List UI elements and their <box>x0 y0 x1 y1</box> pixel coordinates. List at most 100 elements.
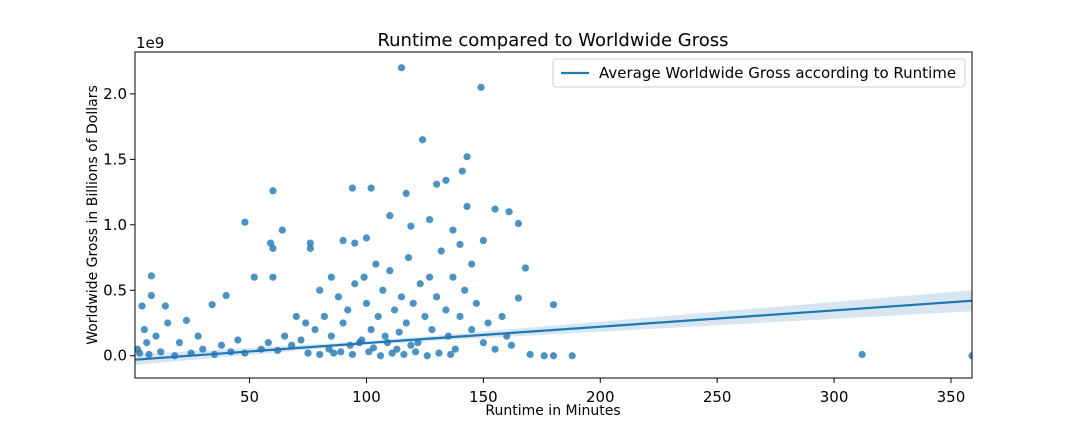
scatter-point <box>161 302 169 310</box>
scatter-point <box>388 349 396 357</box>
scatter-point <box>402 189 410 197</box>
scatter-point <box>425 215 434 224</box>
scatter-point <box>451 345 459 353</box>
scatter-point <box>194 332 202 340</box>
scatter-point <box>433 180 441 188</box>
scatter-point <box>421 312 429 321</box>
scatter-point <box>468 325 476 334</box>
axes-frame <box>134 51 973 379</box>
scatter-point <box>514 294 523 302</box>
scatter-point <box>369 344 378 352</box>
scatter-point <box>461 286 469 294</box>
scatter-point <box>479 236 487 245</box>
scatter-point <box>327 273 335 281</box>
x-tick-label: 200 <box>586 388 615 406</box>
scatter-point <box>484 319 492 327</box>
x-tick-label: 150 <box>469 388 498 406</box>
scatter-point <box>351 280 359 288</box>
scatter-point <box>386 267 394 275</box>
scatter-point <box>348 184 357 192</box>
scatter-point <box>348 350 357 359</box>
scatter-point <box>344 306 352 314</box>
scatter-point <box>395 328 403 336</box>
legend-box <box>552 58 966 88</box>
scatter-point <box>297 336 305 344</box>
scatter-point <box>456 312 464 321</box>
scatter-point <box>456 240 464 249</box>
scatter-point <box>182 316 191 324</box>
scatter-point <box>468 260 476 268</box>
scatter-point <box>367 325 375 334</box>
y-tick-label: 0.0 <box>103 347 127 365</box>
scatter-point <box>135 345 141 353</box>
scatter-point <box>360 273 368 281</box>
x-axis-label: Runtime in Minutes <box>485 403 620 419</box>
scatter-point <box>152 332 160 340</box>
scatter-point <box>316 350 324 359</box>
confidence-band <box>135 290 972 365</box>
scatter-point <box>858 350 866 359</box>
scatter-point <box>325 345 333 353</box>
scatter-point <box>147 272 155 280</box>
y-tick-label: 2.0 <box>103 85 127 103</box>
scatter-point <box>208 301 216 309</box>
scatter-point <box>472 299 480 307</box>
scatter-point <box>463 153 471 161</box>
scatter-point <box>351 239 359 247</box>
scatter-point <box>327 332 335 340</box>
scatter-point <box>145 350 153 359</box>
scatter-point <box>414 339 422 347</box>
scatter-point <box>423 352 431 360</box>
scatter-point <box>404 253 413 262</box>
scatter-point <box>376 352 385 360</box>
scatter-point <box>442 176 450 184</box>
scatter-point <box>449 273 457 281</box>
scatter-point <box>304 349 312 357</box>
scatter-point <box>217 341 226 349</box>
scatter-point <box>418 136 427 144</box>
scatter-point <box>334 293 343 301</box>
scatter-point <box>397 64 406 72</box>
scatter-point <box>477 83 485 91</box>
scatter-point <box>339 236 347 245</box>
scatter-point <box>505 208 513 216</box>
scatter-point <box>320 312 328 321</box>
scatter-point <box>241 218 249 226</box>
legend-label: Average Worldwide Gross according to Run… <box>599 64 956 82</box>
scatter-point <box>269 187 277 195</box>
scatter-point <box>367 184 375 192</box>
scatter-point <box>507 341 516 349</box>
scatter-point <box>222 291 230 300</box>
scatter-point <box>250 273 258 281</box>
scatter-point <box>416 280 424 288</box>
scatter-point <box>339 319 347 327</box>
plot-area <box>135 64 972 365</box>
y-tick-label: 1.5 <box>103 150 127 168</box>
scatter-point <box>292 312 300 321</box>
scatter-point <box>407 222 415 230</box>
scatter-point <box>311 325 319 334</box>
scatter-point <box>521 264 530 272</box>
scatter-point <box>143 339 151 347</box>
scatter-point <box>372 260 380 268</box>
scatter-point <box>381 332 389 340</box>
scatter-point <box>498 312 506 321</box>
scatter-point <box>491 205 499 213</box>
scatter-point <box>358 336 366 344</box>
x-tick-label: 250 <box>703 388 732 406</box>
scatter-point <box>316 286 324 294</box>
scatter-point <box>337 348 345 356</box>
scatter-point <box>449 226 457 234</box>
scatter-point <box>428 325 436 334</box>
scatter-point <box>269 244 277 252</box>
scatter-point <box>147 291 155 300</box>
scatter-point <box>425 273 434 281</box>
scatter-point <box>526 350 534 359</box>
scatter-point <box>437 247 445 255</box>
scatter-point <box>397 293 406 301</box>
y-offset-label: 1e9 <box>136 34 164 52</box>
chart-title: Runtime compared to Worldwide Gross <box>377 30 728 51</box>
scatter-point <box>390 306 399 314</box>
scatter-point <box>269 273 277 281</box>
scatter-point <box>435 349 443 357</box>
